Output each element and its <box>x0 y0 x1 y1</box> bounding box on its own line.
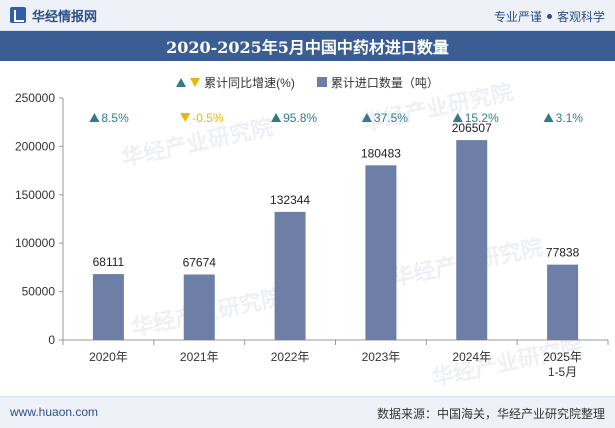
footer: www.huaon.com 数据来源：中国海关，华经产业研究院整理 <box>0 396 615 428</box>
bar-value-label: 67674 <box>183 255 217 269</box>
growth-label: 37.5% <box>374 111 408 125</box>
bar-value-label: 206507 <box>452 121 492 135</box>
growth-up-marker <box>89 113 100 122</box>
growth-label: 15.2% <box>465 111 499 125</box>
growth-label: 95.8% <box>283 111 317 125</box>
brand-name: 华经情报网 <box>32 8 98 24</box>
growth-label: 3.1% <box>556 111 584 125</box>
triangle-down-icon <box>190 77 201 87</box>
x-tick-label: 2021年 <box>180 350 219 364</box>
bar-value-label: 68111 <box>93 255 125 269</box>
legend-growth-label: 累计同比增速(%) <box>204 75 295 90</box>
legend-growth: 累计同比增速(%) <box>176 74 295 91</box>
footer-website: www.huaon.com <box>10 405 99 419</box>
x-tick-label: 2023年 <box>362 350 401 364</box>
legend: 累计同比增速(%) 累计进口数量（吨） <box>0 72 615 92</box>
y-tick-label: 50000 <box>22 285 56 299</box>
y-tick-label: 150000 <box>15 188 55 202</box>
bar <box>547 264 579 340</box>
triangle-up-icon <box>176 77 187 87</box>
x-tick-label: 2024年 <box>452 350 491 364</box>
x-tick-label: 2025年 <box>543 350 582 364</box>
growth-up-marker <box>271 113 282 122</box>
y-tick-label: 0 <box>48 333 55 347</box>
y-tick-label: 250000 <box>15 91 55 105</box>
tagline-left: 专业严谨 <box>493 10 542 24</box>
dot-icon <box>546 14 552 19</box>
bar-value-label: 180483 <box>361 146 401 160</box>
tagline-right: 客观科学 <box>556 10 605 24</box>
x-tick-label: 2022年 <box>271 350 310 364</box>
logo-icon <box>10 7 26 23</box>
chart-title: 2020-2025年5月中国中药材进口数量 <box>0 31 615 61</box>
growth-up-marker <box>543 113 554 122</box>
bar <box>92 274 124 340</box>
top-bar: 华经情报网 专业严谨 客观科学 <box>0 0 615 31</box>
growth-label: 8.5% <box>101 111 129 125</box>
y-tick-label: 100000 <box>15 236 55 250</box>
growth-up-marker <box>452 113 463 122</box>
y-tick-label: 200000 <box>15 139 55 153</box>
bar <box>274 211 306 340</box>
x-tick-label: 1-5月 <box>548 365 577 379</box>
growth-down-marker <box>180 113 191 122</box>
legend-square-icon <box>316 77 327 87</box>
growth-label: -0.5% <box>192 111 224 125</box>
bar-value-label: 132344 <box>270 193 310 207</box>
growth-up-marker <box>361 113 372 122</box>
legend-volume-label: 累计进口数量（吨） <box>330 75 439 90</box>
legend-volume: 累计进口数量（吨） <box>316 74 439 91</box>
bar <box>183 274 215 340</box>
bar-value-label: 77838 <box>546 246 580 260</box>
bar <box>456 140 488 340</box>
tagline: 专业严谨 客观科学 <box>494 8 605 25</box>
footer-source: 数据来源：中国海关，华经产业研究院整理 <box>376 407 605 421</box>
x-tick-label: 2020年 <box>89 350 128 364</box>
bar <box>365 165 397 340</box>
brand: 华经情报网 <box>10 6 97 24</box>
